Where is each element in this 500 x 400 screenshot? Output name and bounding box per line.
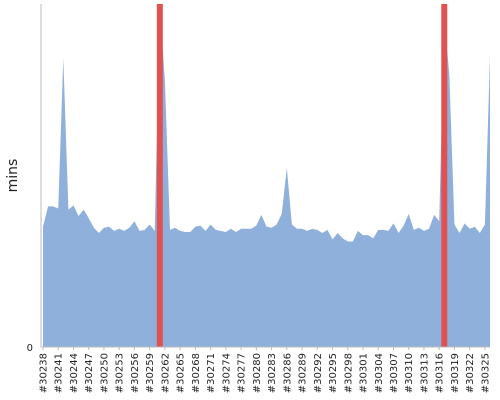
x-tick-label: #30262 <box>160 353 171 393</box>
x-tick-label: #30238 <box>39 353 50 393</box>
x-tick-label: #30277 <box>237 353 248 393</box>
x-tick-label: #30322 <box>465 353 476 393</box>
plot-area <box>43 4 490 347</box>
y-axis-ticks: 0 <box>27 343 33 354</box>
x-tick-label: #30265 <box>176 353 187 393</box>
x-tick-label: #30307 <box>389 353 400 393</box>
x-tick-label: #30301 <box>359 353 370 393</box>
x-axis-ticks: #30238 #30241 #30244 #30247 #30250 #30253 #302… <box>39 347 491 393</box>
x-tick-label: #30280 <box>252 353 263 393</box>
y-axis-label: mins <box>5 159 21 193</box>
x-tick-label: #30316 <box>435 353 446 393</box>
x-tick-label: #30250 <box>99 353 110 393</box>
x-tick-label: #30286 <box>282 353 293 393</box>
x-tick-label: #30295 <box>328 353 339 393</box>
x-tick-label: #30289 <box>298 353 309 393</box>
x-tick-label: #30253 <box>115 353 126 393</box>
x-tick-label: #30325 <box>480 353 491 393</box>
x-tick-label: #30268 <box>191 353 202 393</box>
x-tick-label: #30310 <box>404 353 415 393</box>
x-tick-label: #30283 <box>267 353 278 393</box>
x-tick-label: #30259 <box>145 353 156 393</box>
y-tick-label: 0 <box>27 343 33 354</box>
x-tick-label: #30319 <box>450 353 461 393</box>
x-tick-label: #30271 <box>206 353 217 393</box>
x-tick-label: #30292 <box>313 353 324 393</box>
x-tick-label: #30304 <box>374 353 385 393</box>
highlight-marker <box>156 4 163 347</box>
x-tick-label: #30241 <box>54 353 65 393</box>
series-area <box>43 4 490 347</box>
x-tick-label: #30274 <box>221 353 232 393</box>
x-tick-label: #30298 <box>343 353 354 393</box>
x-tick-label: #30244 <box>69 353 80 393</box>
x-tick-label: #30247 <box>84 353 95 393</box>
highlight-markers <box>156 4 448 347</box>
highlight-marker <box>441 4 448 347</box>
x-tick-label: #30256 <box>130 353 141 393</box>
x-tick-label: #30313 <box>419 353 430 393</box>
